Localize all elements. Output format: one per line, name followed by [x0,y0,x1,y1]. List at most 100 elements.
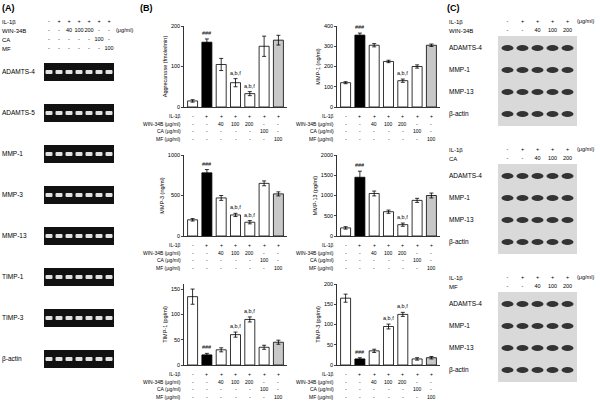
svg-text:MMP-13 (pg/ml): MMP-13 (pg/ml) [312,176,318,216]
svg-text:IL-1β: IL-1β [2,19,16,25]
svg-text:50: 50 [174,337,180,343]
svg-text:ADAMTS-4: ADAMTS-4 [449,44,482,51]
svg-text:100: 100 [324,84,333,90]
svg-text:-: - [192,250,194,256]
svg-text:-: - [373,265,375,271]
svg-text:MMP-3 (ng/ml): MMP-3 (ng/ml) [159,177,165,214]
svg-text:###: ### [202,30,212,36]
svg-text:200: 200 [563,283,572,289]
svg-text:-: - [359,379,361,385]
svg-text:100: 100 [384,379,393,385]
svg-text:IL-1β: IL-1β [169,371,181,377]
svg-text:(A): (A) [2,3,15,13]
svg-text:-: - [522,27,524,33]
svg-text:-: - [402,136,404,142]
svg-text:500: 500 [171,192,180,198]
svg-text:(μg/ml): (μg/ml) [577,146,594,152]
svg-text:+: + [248,242,251,248]
svg-text:+: + [277,242,280,248]
svg-text:MMP-13: MMP-13 [2,232,27,239]
svg-text:-: - [68,36,70,42]
svg-text:WIN-34B: WIN-34B [449,28,473,34]
svg-text:-: - [345,242,347,248]
svg-text:-: - [359,257,361,263]
svg-text:+: + [248,113,251,119]
svg-text:-: - [220,128,222,134]
svg-text:-: - [430,121,432,127]
svg-text:0: 0 [330,362,333,368]
svg-text:1000: 1000 [168,152,180,158]
svg-text:200: 200 [398,250,407,256]
svg-text:+: + [234,371,237,377]
svg-text:100: 100 [274,136,283,142]
svg-text:+: + [205,113,208,119]
svg-text:-: - [192,379,194,385]
svg-text:+: + [205,371,208,377]
svg-text:100: 100 [274,394,283,400]
svg-text:100: 100 [260,128,269,134]
svg-text:+: + [401,371,404,377]
svg-text:-: - [78,45,80,51]
svg-text:100: 100 [231,121,240,127]
svg-text:MF (μg/ml): MF (μg/ml) [309,394,334,400]
svg-text:a,b,f: a,b,f [230,323,241,329]
svg-text:-: - [220,265,222,271]
svg-text:100: 100 [260,257,269,263]
svg-text:+: + [536,18,539,24]
svg-text:+: + [263,113,266,119]
svg-text:IL-1β: IL-1β [449,147,463,153]
svg-text:-: - [345,379,347,385]
svg-text:40: 40 [218,379,224,385]
svg-text:MF (μg/ml): MF (μg/ml) [156,265,181,271]
svg-text:CA (μg/ml): CA (μg/ml) [310,128,334,134]
svg-text:+: + [521,18,524,24]
svg-text:-: - [416,136,418,142]
svg-text:200: 200 [171,23,180,29]
svg-text:-: - [402,386,404,392]
svg-text:+: + [416,242,419,248]
svg-text:-: - [192,394,194,400]
svg-text:+: + [373,371,376,377]
svg-text:-: - [220,394,222,400]
svg-text:MF: MF [2,46,11,52]
svg-text:100: 100 [427,394,436,400]
svg-text:150: 150 [171,286,180,292]
svg-text:+: + [277,113,280,119]
svg-text:-: - [507,155,509,161]
svg-text:MMP-13: MMP-13 [449,344,474,351]
svg-text:+: + [373,113,376,119]
svg-text:100: 100 [384,250,393,256]
svg-text:-: - [359,386,361,392]
svg-text:-: - [263,250,265,256]
svg-text:-: - [430,386,432,392]
svg-text:(C): (C) [447,3,460,13]
svg-text:200: 200 [84,27,93,33]
svg-text:-: - [388,128,390,134]
svg-text:###: ### [355,349,365,355]
svg-text:+: + [358,242,361,248]
svg-text:-: - [220,136,222,142]
svg-text:β-actin: β-actin [449,110,469,118]
svg-text:IL-1β: IL-1β [449,275,463,281]
svg-text:-: - [48,27,50,33]
svg-text:-: - [58,36,60,42]
svg-text:+: + [205,242,208,248]
svg-text:-: - [416,265,418,271]
svg-text:MMP-1: MMP-1 [449,66,470,73]
svg-text:-: - [48,45,50,51]
svg-text:-: - [388,394,390,400]
svg-text:-: - [345,121,347,127]
svg-text:-: - [192,128,194,134]
svg-text:-: - [58,45,60,51]
svg-text:-: - [388,136,390,142]
svg-text:-: - [263,121,265,127]
svg-text:-: - [263,394,265,400]
svg-text:-: - [430,250,432,256]
svg-text:+: + [566,18,569,24]
svg-text:+: + [220,371,223,377]
svg-text:-: - [507,27,509,33]
svg-text:-: - [108,27,110,33]
svg-text:-: - [98,27,100,33]
svg-text:-: - [98,45,100,51]
svg-text:-: - [416,121,418,127]
